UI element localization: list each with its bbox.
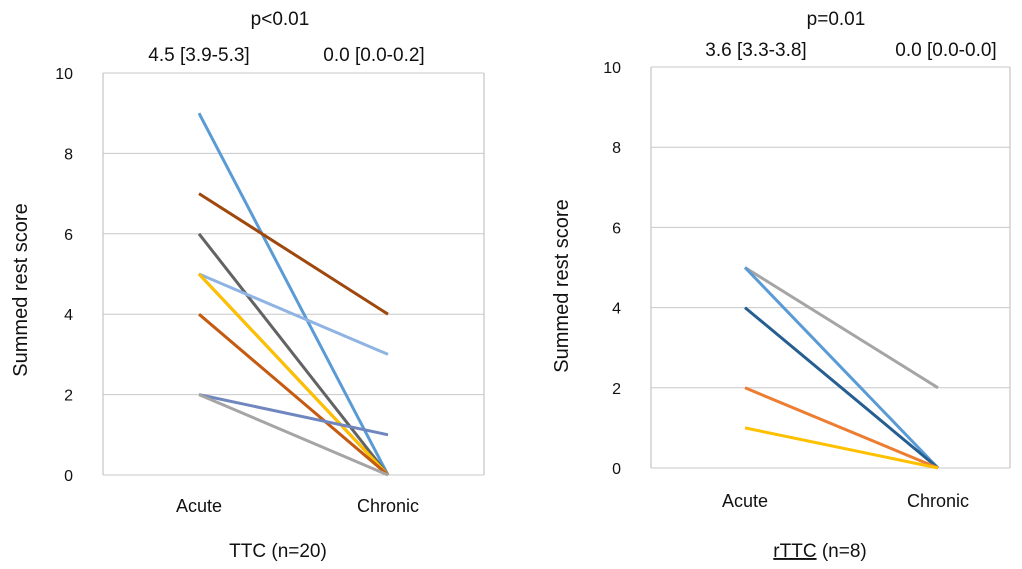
x-tick-labels: Acute Chronic [176, 496, 419, 516]
y-tick-label: 2 [612, 381, 621, 398]
y-tick-label: 4 [612, 301, 621, 318]
series-line-9 [198, 393, 389, 477]
series-line-7 [198, 313, 389, 477]
series-line-1 [744, 266, 939, 390]
chronic-median-label: 0.0 [0.0-0.0] [895, 40, 996, 61]
y-tick-label: 8 [612, 140, 621, 157]
series-line-8 [198, 393, 389, 437]
y-tick-label: 6 [64, 227, 73, 244]
y-axis-label: Summed rest score [551, 199, 573, 372]
p-value-label: p=0.01 [807, 9, 866, 30]
x-tick-labels: Acute Chronic [722, 491, 969, 511]
series-line-4 [198, 272, 389, 356]
y-tick-label: 8 [64, 146, 73, 163]
y-tick-label: 6 [612, 220, 621, 237]
x-axis-label: rTTC (n=8) [773, 541, 866, 562]
series-line-2 [743, 266, 940, 470]
series-line-4 [744, 386, 939, 470]
acute-median-label: 3.6 [3.3-3.8] [705, 40, 806, 61]
x-tick-label: Acute [722, 491, 768, 511]
y-tick-label: 0 [64, 468, 73, 485]
series-line-1 [197, 112, 390, 476]
y-tick-labels: 0 2 4 6 8 10 [603, 60, 621, 478]
y-tick-label: 0 [612, 461, 621, 478]
series-line-2 [198, 192, 389, 316]
series-line-3 [197, 232, 390, 476]
panel-rttc: p=0.01 3.6 [3.3-3.8] 0.0 [0.0-0.0] 0 2 4 6 8… [551, 9, 1011, 562]
grid-lines [650, 66, 1011, 469]
x-tick-label: Acute [176, 496, 222, 516]
series-line-6 [197, 272, 390, 477]
series-lines [197, 112, 390, 477]
x-axis-label-count: (n=8) [817, 541, 867, 562]
x-axis-label: TTC (n=20) [229, 541, 327, 562]
y-tick-labels: 0 2 4 6 8 10 [55, 66, 73, 485]
x-tick-label: Chronic [907, 491, 969, 511]
y-tick-label: 2 [64, 388, 73, 405]
x-tick-label: Chronic [357, 496, 419, 516]
series-lines [743, 266, 940, 470]
acute-median-label: 4.5 [3.9-5.3] [148, 45, 249, 66]
panel-ttc: p<0.01 4.5 [3.9-5.3] 0.0 [0.0-0.2] 0 2 4 6 8… [10, 9, 485, 562]
y-axis-label: Summed rest score [10, 203, 32, 376]
x-axis-label-abbrev: rTTC [773, 541, 816, 562]
y-tick-label: 10 [55, 66, 73, 83]
series-line-3 [744, 306, 939, 470]
y-tick-label: 4 [64, 307, 73, 324]
y-tick-label: 10 [603, 60, 621, 77]
series-line-5 [744, 426, 939, 470]
p-value-label: p<0.01 [251, 9, 310, 30]
chronic-median-label: 0.0 [0.0-0.2] [323, 45, 424, 66]
